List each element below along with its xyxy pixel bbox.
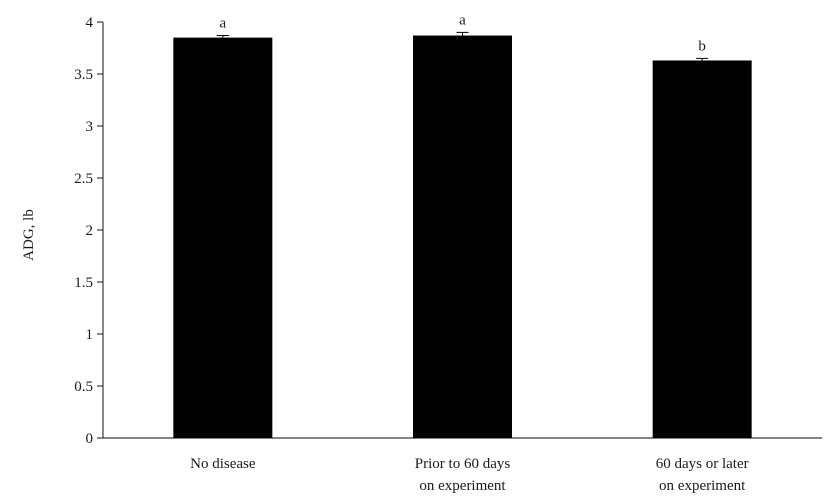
x-category-label: 60 days or later on experiment: [656, 456, 749, 494]
bar: [413, 35, 512, 439]
x-category-label: Prior to 60 days on experiment: [415, 456, 511, 494]
y-tick-label: 3.5: [74, 67, 93, 83]
y-tick-label: 0: [86, 431, 94, 447]
y-axis: 0 0.5 1 1.5 2 2.5 3 3.5 4: [74, 15, 104, 447]
significance-label: a: [459, 12, 466, 28]
y-tick-label: 2: [86, 223, 94, 239]
y-tick-label: 2.5: [74, 171, 93, 187]
x-category-label-line: No disease: [190, 456, 256, 472]
significance-label: a: [219, 16, 226, 32]
labels: a No disease a Prior to 60 days on experimen…: [190, 12, 748, 494]
x-category-label-line: on experiment: [419, 478, 506, 494]
bar: [652, 60, 752, 438]
bars: [173, 31, 752, 439]
x-category-label-line: Prior to 60 days: [415, 456, 511, 472]
y-tick-label: 3: [86, 119, 94, 135]
y-tick-label: 1.5: [74, 275, 93, 291]
x-category-label-line: on experiment: [659, 478, 746, 494]
y-tick-label: 1: [86, 327, 94, 343]
error-bar: [216, 35, 229, 40]
y-tick-label: 0.5: [74, 379, 93, 395]
y-tick-label: 4: [86, 15, 94, 31]
bar: [173, 37, 273, 438]
error-bar: [696, 57, 709, 63]
x-category-label-line: 60 days or later: [656, 456, 749, 472]
y-axis-title: ADG, lb: [21, 209, 37, 261]
error-bar: [456, 31, 469, 39]
x-category-label: No disease: [190, 456, 256, 472]
significance-label: b: [698, 38, 706, 54]
